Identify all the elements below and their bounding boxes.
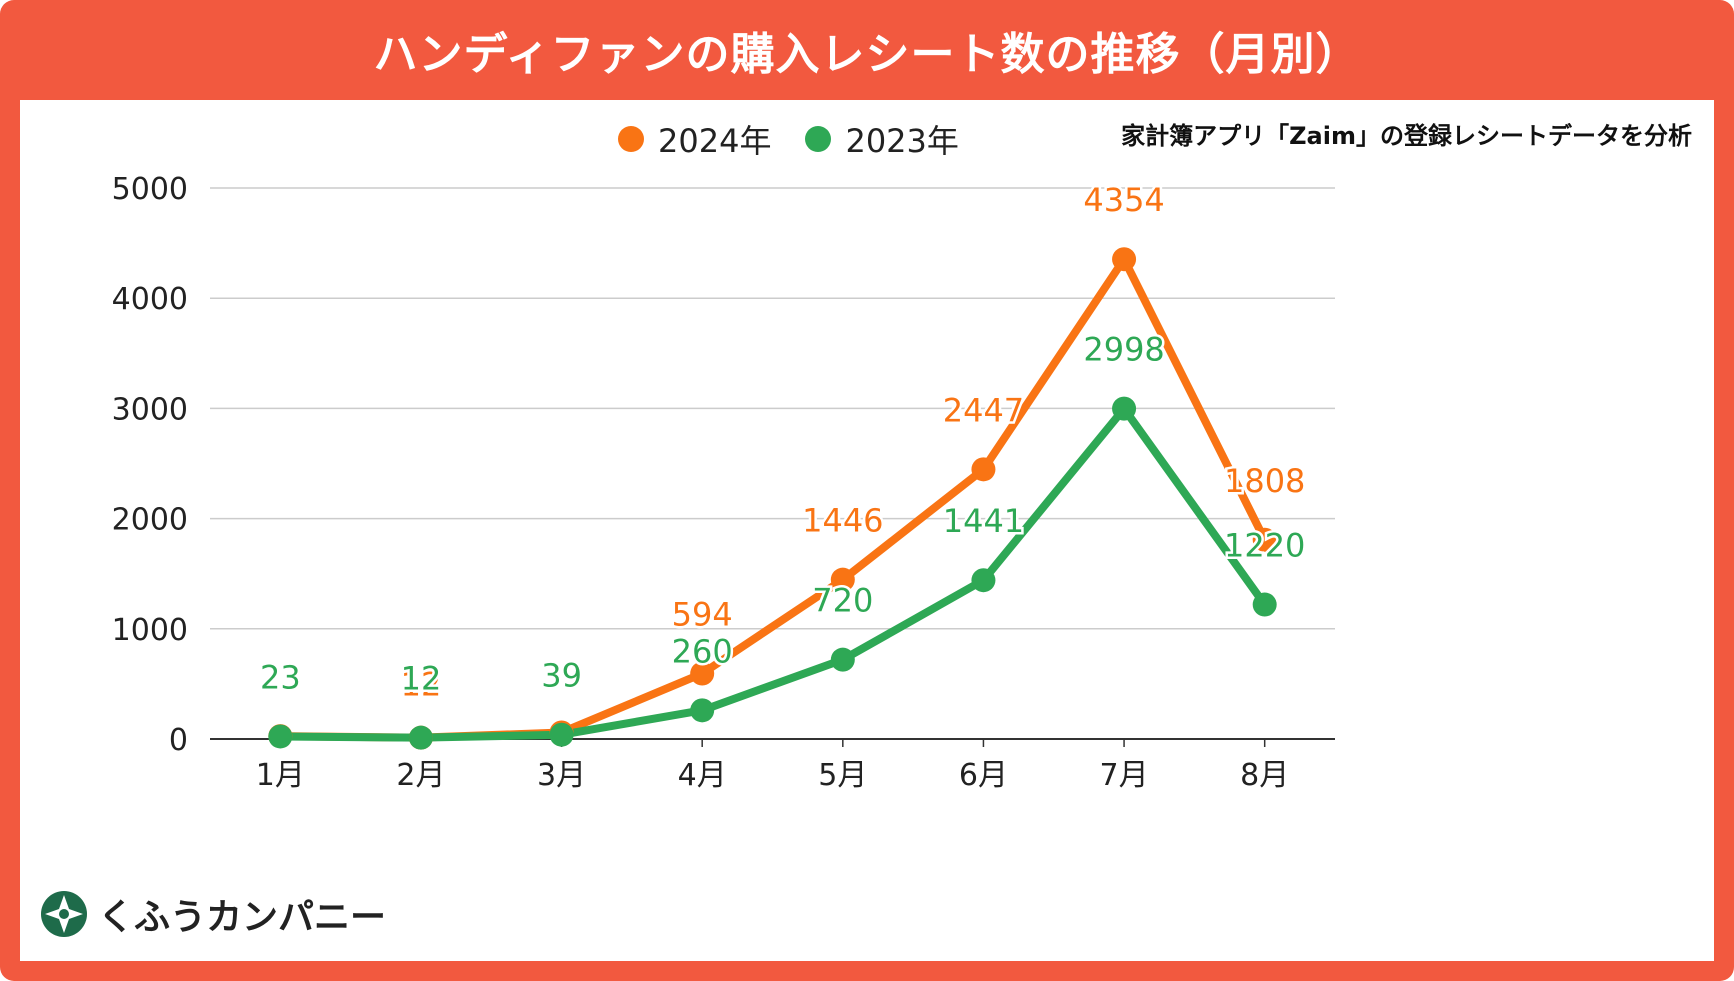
x-tick-label: 8月 [1240, 758, 1289, 793]
data-point-2024年-4月 [690, 661, 715, 686]
chart-title: ハンディファンの購入レシート数の推移（月別） [373, 29, 1361, 80]
data-point-2024年-6月 [971, 457, 996, 482]
chart-panel: 2024年 2023年 家計簿アプリ「Zaim」の登録レシートデータを分析 0 1… [20, 100, 1714, 961]
legend-swatch-2023 [805, 126, 832, 152]
legend-label-2024: 2024年 [658, 122, 772, 160]
data-label-2024年-2月: 12 [401, 666, 442, 704]
line-chart: 0 1000 2000 3000 4000 5000 1月 2月 3月 4月 5月 6月 7月 8月 12 5… [112, 172, 1335, 793]
title-bar: ハンディファンの購入レシート数の推移（月別） [0, 0, 1734, 100]
y-tick-label: 1000 [112, 613, 188, 648]
legend-item-2024: 2024年 [618, 116, 771, 162]
x-tick-label: 5月 [818, 758, 867, 793]
data-source-note: 家計簿アプリ「Zaim」の登録レシートデータを分析 [1121, 122, 1692, 150]
data-point-2023年-1月 [268, 724, 293, 749]
data-label-2024年-5月: 1446 [802, 502, 883, 540]
data-label-2023年-3月: 39 [541, 657, 582, 695]
x-tick-label: 2月 [396, 758, 445, 793]
data-label-2024年-7月: 4354 [1083, 181, 1164, 219]
data-point-2024年-8月 [1252, 527, 1277, 552]
data-label-2024年-8月: 1808 [1224, 462, 1305, 500]
x-tick-label: 7月 [1100, 758, 1149, 793]
data-point-2023年-2月 [408, 725, 433, 750]
data-label-2023年-2月: 12 [401, 660, 442, 698]
data-label-2023年-4月: 260 [672, 632, 733, 670]
data-label-2023年-5月: 720 [812, 582, 873, 620]
brand-name: くふうカンパニー [98, 897, 387, 938]
data-label-2024年-6月: 2447 [943, 391, 1024, 429]
compass-star-icon [41, 891, 87, 937]
data-point-2024年-5月 [830, 567, 855, 592]
legend: 2024年 2023年 [618, 116, 959, 162]
x-tick-label: 3月 [537, 758, 586, 793]
data-point-2023年-8月 [1252, 592, 1277, 617]
data-label-2024年-4月: 594 [672, 596, 733, 634]
data-point-2023年-7月 [1112, 396, 1137, 421]
data-point-2023年-6月 [971, 568, 996, 593]
legend-item-2023: 2023年 [805, 116, 959, 162]
y-tick-label: 5000 [112, 172, 188, 207]
legend-label-2023: 2023年 [845, 122, 959, 160]
data-label-2023年-7月: 2998 [1083, 331, 1164, 369]
data-label-2023年-1月: 23 [260, 658, 301, 696]
y-tick-label: 3000 [112, 392, 188, 427]
y-tick-label: 4000 [112, 282, 188, 317]
brand: くふうカンパニー [40, 888, 386, 940]
data-label-2023年-8月: 1220 [1224, 527, 1305, 565]
data-point-2024年-7月 [1112, 247, 1137, 272]
data-label-2023年-6月: 1441 [943, 502, 1024, 540]
data-point-2023年-3月 [549, 722, 574, 747]
y-tick-label: 0 [169, 723, 188, 758]
series-line-2023年 [276, 404, 1269, 742]
legend-swatch-2024 [618, 126, 644, 152]
x-tick-label: 6月 [959, 758, 1008, 793]
data-point-2023年-5月 [830, 647, 855, 672]
data-point-2023年-4月 [690, 698, 715, 723]
y-tick-label: 2000 [112, 503, 188, 538]
x-tick-label: 1月 [256, 758, 305, 793]
x-tick-label: 4月 [678, 758, 727, 793]
